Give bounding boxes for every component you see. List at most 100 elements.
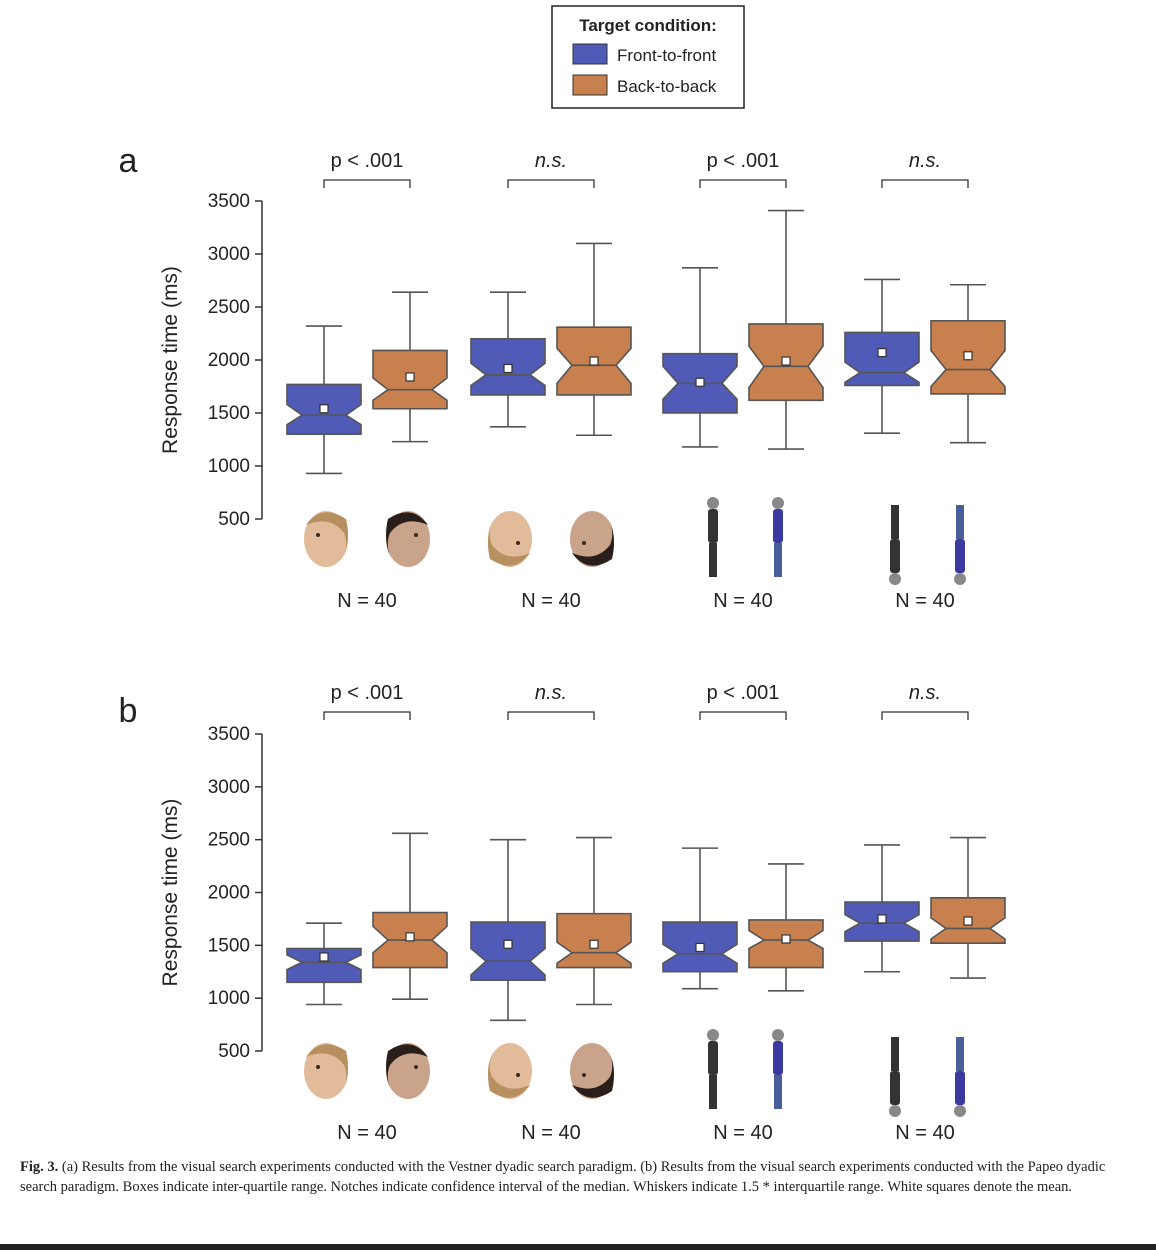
y-tick-label: 3000: [208, 777, 250, 798]
mean-marker: [877, 914, 887, 924]
y-tick-label: 2000: [208, 350, 250, 371]
n-label: N = 40: [337, 590, 396, 612]
legend-label-front-to-front: Front-to-front: [617, 46, 716, 65]
box-front-to-front: [844, 844, 920, 973]
mean-marker: [963, 916, 973, 926]
y-tick-label: 3500: [208, 191, 250, 212]
n-label: N = 40: [713, 1122, 772, 1144]
stimulus-body-left-torso: [708, 1041, 718, 1075]
box-front-to-front: [662, 266, 738, 448]
figure-caption: Fig. 3. (a) Results from the visual sear…: [20, 1157, 1120, 1197]
stimulus-face-left-eye: [316, 533, 320, 537]
box-front-to-front: [662, 847, 738, 990]
stimulus-face-left-hair: [306, 512, 348, 565]
box-front-to-front: [286, 922, 362, 1006]
stimulus-face-right-hair: [572, 1045, 614, 1098]
mean-marker: [503, 939, 513, 949]
box-back-to-back: [748, 863, 824, 992]
stimulus-body-right-torso: [955, 1071, 965, 1105]
stimulus-face-left: [488, 1043, 532, 1099]
panel-a: a 500 1000 1500 2000 2500 3000 3500 Response tim…: [119, 142, 1006, 612]
caption-text: (a) Results from the visual search exper…: [20, 1159, 1106, 1195]
n-label: N = 40: [895, 590, 954, 612]
significance-label: n.s.: [535, 150, 567, 172]
stimulus-face-right: [570, 511, 614, 567]
box-back-to-back: [748, 209, 824, 450]
stimulus-face-right-hair: [386, 512, 428, 565]
box-front-to-front: [470, 838, 546, 1022]
y-tick-label: 1000: [208, 456, 250, 477]
stimulus-body-left: [889, 505, 901, 585]
panel-b: b 500 1000 1500 2000 2500 3000 3500 Response tim…: [119, 682, 1006, 1144]
stimulus-body-right: [772, 1029, 784, 1109]
mean-marker: [781, 934, 791, 944]
stimulus-face-right-hair: [386, 1044, 428, 1097]
significance-label: n.s.: [535, 682, 567, 704]
y-tick-label: 1500: [208, 935, 250, 956]
stimulus-body-right: [772, 497, 784, 577]
mean-marker: [695, 942, 705, 953]
stimulus-body-left-head: [707, 1029, 719, 1041]
stimulus-face-right-hair: [572, 513, 614, 566]
y-axis-label: Response time (ms): [159, 266, 182, 454]
stimulus-face-right-eye: [414, 533, 418, 537]
stimulus-face-right-eye: [582, 1073, 586, 1077]
significance-label: p < .001: [707, 150, 780, 172]
stimulus-body-right-torso: [955, 539, 965, 573]
stimulus-body-right-torso: [773, 1041, 783, 1075]
n-label: N = 40: [521, 590, 580, 612]
n-label: N = 40: [895, 1122, 954, 1144]
stimulus-body-right-head: [954, 1105, 966, 1117]
iqr-box: [844, 331, 920, 387]
stimulus-body-right-legs: [956, 505, 964, 539]
n-label: N = 40: [337, 1122, 396, 1144]
y-tick-label: 2500: [208, 830, 250, 851]
stimulus-body-right: [954, 1037, 966, 1117]
stimulus-body-right-legs: [774, 1075, 782, 1109]
stimulus-face-left-eye: [516, 541, 520, 545]
stimulus-body-left-legs: [891, 505, 899, 539]
stimulus-face-left-hair: [306, 1044, 348, 1097]
legend-swatch-front-to-front: [572, 43, 608, 65]
stimulus-face-right: [570, 1043, 614, 1099]
significance-bracket: [507, 711, 595, 720]
stimulus-body-right-head: [772, 1029, 784, 1041]
box-back-to-back: [930, 283, 1006, 444]
legend-label-back-to-back: Back-to-back: [617, 77, 717, 96]
legend: Target condition: Front-to-front Back-to…: [551, 5, 745, 109]
stimulus-body-right-legs: [774, 543, 782, 577]
box-front-to-front: [844, 278, 920, 434]
significance-label: n.s.: [909, 682, 941, 704]
stimulus-body-right-torso: [773, 509, 783, 543]
mean-marker: [319, 404, 329, 414]
stimulus-body-left-torso: [890, 539, 900, 573]
legend-swatch-back-to-back: [572, 74, 608, 96]
box-back-to-back: [556, 836, 632, 1006]
mean-marker: [405, 372, 415, 382]
panel-label: a: [119, 142, 138, 180]
box-back-to-back: [556, 242, 632, 437]
y-tick-label: 2000: [208, 883, 250, 904]
stimulus-face-left-eye: [316, 1065, 320, 1069]
significance-bracket: [323, 711, 411, 720]
y-tick-label: 1500: [208, 403, 250, 424]
stimulus-body-right-head: [954, 573, 966, 585]
stimulus-body-left-head: [707, 497, 719, 509]
significance-bracket: [881, 179, 969, 188]
n-label: N = 40: [713, 590, 772, 612]
iqr-box: [470, 921, 546, 982]
stimulus-face-left: [488, 511, 532, 567]
significance-bracket: [881, 711, 969, 720]
stimulus-body-right: [954, 505, 966, 585]
significance-bracket: [507, 179, 595, 188]
y-tick-label: 500: [218, 1041, 250, 1062]
stimulus-face-right-eye: [582, 541, 586, 545]
stimulus-body-left: [889, 1037, 901, 1117]
iqr-box: [286, 947, 362, 984]
significance-bracket: [323, 179, 411, 188]
mean-marker: [781, 356, 791, 366]
y-tick-label: 3000: [208, 244, 250, 265]
stimulus-face-left-eye: [516, 1073, 520, 1077]
figure: Target condition: Front-to-front Back-to…: [119, 5, 1006, 1144]
stimulus-face-left-hair: [488, 513, 530, 566]
